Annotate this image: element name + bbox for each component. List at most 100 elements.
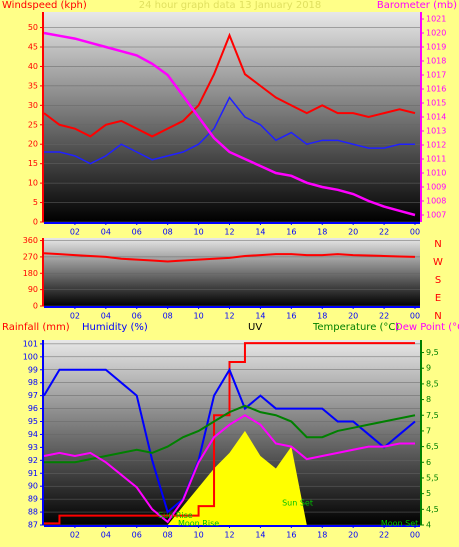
annotation: Sun Set (282, 499, 313, 508)
chart-title: 24 hour graph data 13 January 2018 (139, 0, 322, 11)
x-tick-label: 22 (379, 531, 389, 540)
x-tick-label: 12 (224, 228, 234, 237)
x-tick-label: 06 (132, 531, 142, 540)
y2-tick-label: 1013 (426, 127, 446, 136)
y-tick-label: 30 (28, 101, 38, 110)
y-tick-label: 270 (23, 252, 38, 261)
x-tick-label: 22 (379, 228, 389, 237)
series-line (43, 31, 416, 217)
y-tick-label: 15 (28, 159, 38, 168)
y-tick-label: 360 (23, 236, 38, 245)
y-tick-label: 25 (28, 120, 38, 129)
axis-label: Rainfall (mm) (2, 322, 70, 333)
x-tick-label: 00 (410, 531, 420, 540)
x-tick-label: 08 (163, 531, 173, 540)
x-tick-label: 16 (286, 312, 296, 321)
uv-area (44, 430, 415, 525)
y-tick-label: 89 (28, 495, 38, 504)
x-tick-label: 06 (132, 228, 142, 237)
y-tick-label: 10 (28, 179, 38, 188)
x-tick-label: 08 (163, 228, 173, 237)
direction-label: W (433, 257, 443, 268)
y2-tick-label: 1018 (426, 57, 446, 66)
x-tick-label: 12 (224, 312, 234, 321)
x-tick-label: 12 (224, 531, 234, 540)
y2-tick-label: 1007 (426, 211, 446, 220)
y2-tick-label: 1011 (426, 155, 446, 164)
y2-tick-label: 8,5 (426, 379, 439, 388)
plot-area (44, 238, 420, 306)
y2-tick-label: 7 (426, 426, 431, 435)
annotation: Moon Set (381, 519, 418, 528)
y-tick-label: 93 (28, 443, 38, 452)
y-tick-label: 40 (28, 62, 38, 71)
series-line (44, 96, 415, 165)
x-tick-label: 04 (101, 228, 111, 237)
y-tick-label: 91 (28, 469, 38, 478)
y2-tick-label: 6,5 (426, 442, 439, 451)
y-tick-label: 87 (28, 521, 38, 530)
direction-label: E (435, 293, 441, 304)
x-tick-label: 22 (379, 312, 389, 321)
x-tick-label: 14 (255, 228, 265, 237)
y2-tick-label: 1009 (426, 183, 446, 192)
y2-tick-label: 1016 (426, 85, 446, 94)
axis-label: Humidity (%) (82, 322, 148, 333)
y-tick-label: 95 (28, 417, 38, 426)
x-tick-label: 18 (317, 531, 327, 540)
y2-tick-label: 5 (426, 489, 431, 498)
direction-label: N (434, 311, 441, 322)
y2-tick-label: 6 (426, 458, 431, 467)
y-tick-label: 97 (28, 391, 38, 400)
x-tick-label: 10 (193, 228, 203, 237)
direction-label: N (434, 239, 441, 250)
x-tick-label: 10 (193, 312, 203, 321)
series-line (44, 342, 415, 525)
y2-tick-label: 4 (426, 521, 431, 530)
x-tick-label: 04 (101, 531, 111, 540)
y2-tick-label: 9 (426, 364, 431, 373)
x-tick-label: 20 (348, 312, 358, 321)
direction-label: S (435, 275, 441, 286)
y-tick-label: 35 (28, 81, 38, 90)
x-tick-label: 18 (317, 312, 327, 321)
y-label: Windspeed (kph) (2, 0, 87, 11)
y-tick-label: 101 (23, 339, 38, 348)
x-tick-label: 20 (348, 228, 358, 237)
y2-tick-label: 1017 (426, 71, 446, 80)
y-tick-label: 0 (33, 302, 38, 311)
y-tick-label: 20 (28, 140, 38, 149)
y-tick-label: 0 (33, 218, 38, 227)
annotation: Moon Rise (178, 519, 219, 528)
y2-tick-label: 1015 (426, 99, 446, 108)
x-tick-label: 02 (70, 312, 80, 321)
y2-tick-label: 4,5 (426, 505, 439, 514)
y-tick-label: 100 (23, 352, 38, 361)
y2-tick-label: 9,5 (426, 348, 439, 357)
axis-label: Dew Point (°C) (395, 322, 459, 333)
x-tick-label: 06 (132, 312, 142, 321)
y-tick-label: 88 (28, 508, 38, 517)
series-line (43, 414, 415, 524)
x-tick-label: 04 (101, 312, 111, 321)
y2-tick-label: 1012 (426, 141, 446, 150)
y2-tick-label: 1020 (426, 29, 446, 38)
x-tick-label: 20 (348, 531, 358, 540)
y-tick-label: 180 (23, 269, 38, 278)
x-tick-label: 02 (70, 228, 80, 237)
series-line (43, 32, 416, 138)
y-tick-label: 96 (28, 404, 38, 413)
y2-tick-label: 1019 (426, 43, 446, 52)
x-tick-label: 00 (410, 312, 420, 321)
y2-tick-label: 8 (426, 395, 431, 404)
y-tick-label: 99 (28, 365, 38, 374)
x-tick-label: 08 (163, 312, 173, 321)
x-tick-label: 16 (286, 531, 296, 540)
y-tick-label: 90 (28, 285, 38, 294)
y-tick-label: 94 (28, 430, 38, 439)
x-tick-label: 14 (255, 312, 265, 321)
x-tick-label: 00 (410, 228, 420, 237)
x-tick-label: 02 (70, 531, 80, 540)
y2-tick-label: 1010 (426, 169, 446, 178)
